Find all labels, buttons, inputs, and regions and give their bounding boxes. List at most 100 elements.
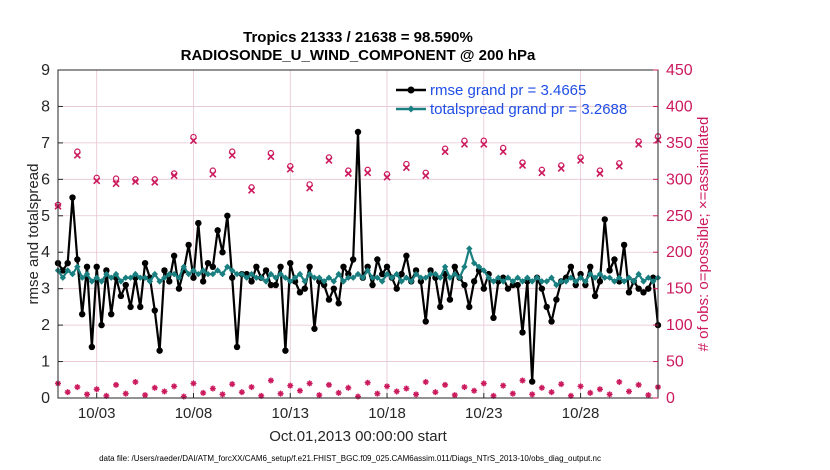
obs-assimilated-point: [557, 164, 565, 172]
rmse-point: [301, 285, 308, 292]
totalspread-point: [59, 274, 67, 281]
totalspread-point: [591, 274, 599, 281]
rmse-point: [64, 259, 71, 267]
totalspread-point: [412, 270, 420, 278]
y-tick-label: 0: [41, 390, 50, 407]
rmse-point: [195, 219, 202, 227]
totalspread-point: [466, 245, 473, 252]
obs-count-point: [364, 379, 371, 386]
obs-count-point: [519, 377, 526, 384]
obs-assimilated-point: [518, 161, 527, 170]
totalspread-point: [195, 270, 202, 278]
totalspread-point: [393, 270, 400, 278]
obs-assimilated-point: [93, 177, 101, 185]
plot-background: [58, 70, 658, 398]
rmse-point: [548, 318, 555, 325]
totalspread-point: [209, 270, 217, 278]
obs-count-point: [64, 389, 71, 396]
rmse-point: [161, 267, 168, 274]
totalspread-point: [519, 278, 526, 285]
obs-assimilated-point: [480, 140, 488, 148]
obs-assimilated-point: [170, 172, 178, 180]
rmse-point: [170, 252, 178, 260]
totalspread-point: [495, 274, 502, 281]
totalspread-point: [548, 274, 555, 281]
totalspread-point: [112, 270, 120, 278]
obs-count-point: [413, 391, 420, 398]
rmse-point: [369, 281, 376, 289]
totalspread-point: [451, 270, 458, 278]
totalspread-point: [122, 274, 129, 281]
rmse-point: [137, 303, 144, 311]
obs-count-point: [567, 392, 574, 399]
rmse-point: [645, 285, 652, 292]
totalspread-point: [93, 274, 100, 281]
totalspread-point: [528, 278, 536, 285]
totalspread-point: [437, 274, 444, 281]
rmse-point: [311, 325, 318, 332]
obs-count-point: [296, 387, 303, 394]
obs-assimilated-point: [460, 140, 469, 148]
rmse-point: [209, 263, 217, 270]
totalspread-point: [480, 267, 488, 274]
rmse-point: [214, 227, 221, 234]
rmse-point: [103, 267, 110, 274]
obs-count-point: [606, 391, 613, 398]
obs-count-point: [471, 387, 478, 394]
obs-assimilated-point: [306, 184, 314, 192]
rmse-point: [262, 267, 270, 274]
totalspread-point: [272, 274, 279, 281]
totalspread-point: [587, 270, 594, 278]
totalspread-point: [630, 278, 638, 285]
rmse-point: [345, 270, 352, 278]
totalspread-point: [325, 274, 333, 281]
rmse-point: [601, 216, 608, 223]
totalspread-point: [398, 278, 405, 285]
rmse-point: [422, 318, 429, 325]
totalspread-point: [509, 278, 517, 285]
rmse-point: [330, 285, 338, 292]
totalspread-point: [170, 270, 178, 278]
rmse-point: [83, 263, 91, 270]
obs-count-point: [103, 392, 110, 399]
rmse-point: [509, 281, 517, 289]
rmse-point: [582, 281, 589, 289]
obs-count-point: [219, 391, 226, 398]
obs-assimilated-point: [615, 162, 623, 170]
obs-count-point: [122, 390, 129, 397]
obs-assimilated-point: [577, 156, 585, 164]
rmse-point: [528, 378, 536, 385]
obs-assimilated-point: [131, 177, 139, 186]
obs-count-point: [355, 393, 361, 400]
obs-count-point: [432, 389, 439, 396]
totalspread-point: [180, 263, 188, 270]
obs-count-point: [287, 382, 294, 389]
y-tick-label: 2: [41, 317, 50, 334]
x-axis-label: Oct.01,2013 00:00:00 start: [269, 428, 447, 445]
obs-count-point: [200, 389, 207, 396]
totalspread-point: [625, 274, 633, 281]
obs-count-point: [306, 380, 313, 387]
totalspread-point: [258, 274, 265, 281]
totalspread-point: [611, 278, 618, 285]
rmse-point: [219, 249, 226, 256]
obs-assimilated-point: [499, 148, 507, 156]
rmse-point: [141, 259, 149, 267]
rmse-point: [437, 303, 444, 311]
totalspread-point: [282, 274, 289, 281]
y-tick-label: 4: [41, 244, 50, 261]
rmse-point: [127, 303, 134, 311]
rmse-point: [325, 296, 333, 303]
rmse-point: [635, 285, 642, 292]
totalspread-point: [137, 274, 144, 281]
rmse-point: [596, 278, 604, 285]
totalspread-point: [388, 274, 396, 281]
rmse-point: [156, 347, 163, 354]
obs-count-point: [258, 392, 265, 399]
y-right-tick-label: 50: [666, 354, 684, 371]
totalspread-point: [320, 278, 328, 285]
obs-count-point: [151, 384, 158, 391]
totalspread-point: [330, 278, 338, 285]
obs-assimilated-point: [209, 170, 217, 178]
footer-file-path: data file: /Users/raeder/DAI/ATM_forcXX/…: [99, 454, 601, 463]
